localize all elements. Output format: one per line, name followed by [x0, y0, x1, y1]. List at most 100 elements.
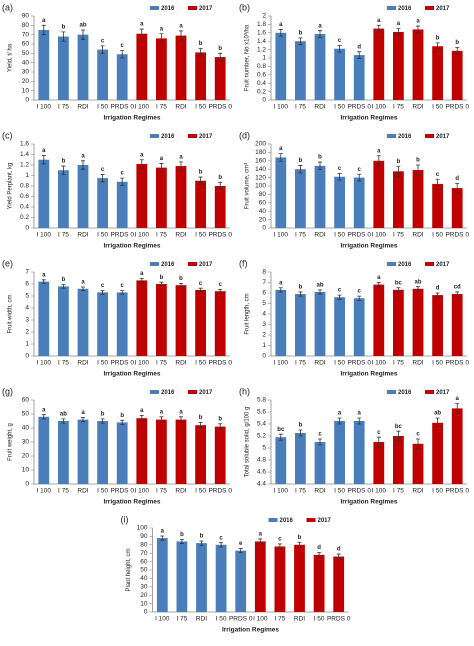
error-bar: [61, 165, 66, 175]
significance-letter: a: [377, 148, 381, 154]
error-bar: [337, 45, 342, 53]
bar: [214, 426, 226, 484]
error-bar: [120, 290, 125, 295]
x-tick-label: I 50: [334, 360, 345, 367]
x-tick-label: I 100: [372, 104, 387, 111]
legend-swatch: [425, 6, 434, 10]
x-tick-label: RDI: [412, 488, 423, 495]
significance-letter: b: [199, 170, 203, 176]
significance-letter: b: [218, 46, 222, 52]
bar: [334, 48, 345, 100]
bar: [214, 57, 226, 100]
bar: [295, 41, 306, 100]
x-tick-label: PRDS 0: [208, 488, 232, 495]
y-axis-label: Yield Perplant, kg: [8, 163, 14, 210]
legend-label: 2016: [161, 262, 175, 268]
panel: (b) Fruit number, No x10³/ha Irrigation Re…: [239, 2, 469, 121]
x-tick-label: I 75: [58, 360, 69, 367]
y-tick-label: 140: [255, 166, 266, 173]
x-tick-label: I 75: [274, 616, 285, 623]
bar: [77, 288, 89, 356]
x-tick-label: I 100: [372, 232, 387, 239]
y-tick-label: 10: [22, 467, 30, 474]
bar: [451, 188, 463, 228]
bar: [353, 55, 365, 100]
significance-letter: a: [42, 148, 46, 154]
panel: (h) Total soluble solid, g/100 g Irrigatio…: [239, 386, 469, 505]
error-bar: [160, 535, 165, 541]
significance-letter: a: [279, 280, 283, 286]
y-tick-label: 1: [262, 342, 266, 349]
bar: [77, 165, 89, 228]
error-bar: [100, 45, 105, 54]
bar: [294, 544, 305, 612]
bar: [254, 541, 266, 612]
x-tick-label: I 100: [155, 616, 170, 623]
error-bar: [318, 438, 322, 446]
significance-letter: b: [298, 535, 302, 541]
significance-letter: a: [140, 271, 144, 277]
error-bar: [337, 417, 342, 425]
x-tick-label: I 50: [195, 488, 206, 495]
bar: [412, 443, 424, 484]
y-tick-label: 20: [259, 216, 267, 223]
x-tick-label: RDI: [314, 360, 325, 367]
legend-label: 2016: [398, 390, 412, 396]
error-bar: [298, 429, 303, 437]
error-bar: [357, 173, 362, 182]
x-tick-label: I 50: [195, 360, 206, 367]
bar: [175, 166, 187, 228]
legend-label: 2017: [436, 390, 450, 396]
panel-label: (b): [239, 2, 250, 12]
significance-letter: a: [338, 411, 342, 417]
significance-letter: a: [358, 411, 362, 417]
legend-swatch: [188, 6, 197, 10]
error-bar: [416, 164, 420, 176]
legend-label: 2016: [161, 6, 175, 12]
y-tick-label: 3: [262, 321, 266, 328]
error-bar: [336, 553, 341, 560]
bar: [432, 46, 443, 100]
x-tick-label: PRDS 0: [208, 360, 232, 367]
error-bar: [278, 29, 283, 37]
bar: [195, 180, 206, 228]
error-bar: [416, 438, 420, 449]
error-bar: [198, 287, 203, 293]
bar: [38, 159, 50, 228]
significance-letter: b: [101, 411, 105, 417]
bar: [295, 294, 306, 356]
significance-letter: c: [318, 432, 322, 438]
y-tick-label: 1.8: [257, 21, 266, 28]
x-axis-label: Irrigation Regimes: [103, 371, 160, 378]
x-tick-label: PRDS 0: [110, 360, 134, 367]
legend-label: 2017: [199, 390, 213, 396]
significance-letter: a: [279, 22, 283, 28]
y-tick-label: 3: [25, 317, 29, 324]
x-tick-label: RDI: [175, 232, 186, 239]
error-bar: [179, 30, 183, 41]
y-tick-label: 100: [137, 525, 148, 532]
bar: [432, 183, 443, 228]
legend-swatch: [306, 518, 316, 522]
y-tick-label: 4.4: [257, 481, 266, 488]
error-bar: [179, 283, 183, 288]
bar: [451, 50, 463, 100]
x-tick-label: I 100: [253, 616, 268, 623]
x-tick-label: I 50: [334, 488, 345, 495]
bar: [156, 38, 167, 100]
significance-letter: b: [62, 277, 66, 283]
legend-swatch: [188, 262, 197, 266]
x-tick-label: I 50: [334, 104, 345, 111]
legend-swatch: [425, 262, 434, 266]
y-tick-label: 100: [255, 183, 266, 190]
significance-letter: d: [357, 44, 361, 50]
error-bar: [218, 289, 223, 294]
y-axis-label: Plant height, cm: [126, 548, 132, 591]
panel-label: (f): [239, 258, 248, 268]
y-tick-label: 0.4: [20, 204, 29, 211]
x-axis-label: Irrigation Regimes: [103, 243, 160, 250]
y-tick-label: 4.8: [257, 457, 266, 464]
legend-swatch: [387, 390, 396, 394]
bar: [373, 442, 385, 484]
y-tick-label: 0.2: [257, 88, 266, 95]
